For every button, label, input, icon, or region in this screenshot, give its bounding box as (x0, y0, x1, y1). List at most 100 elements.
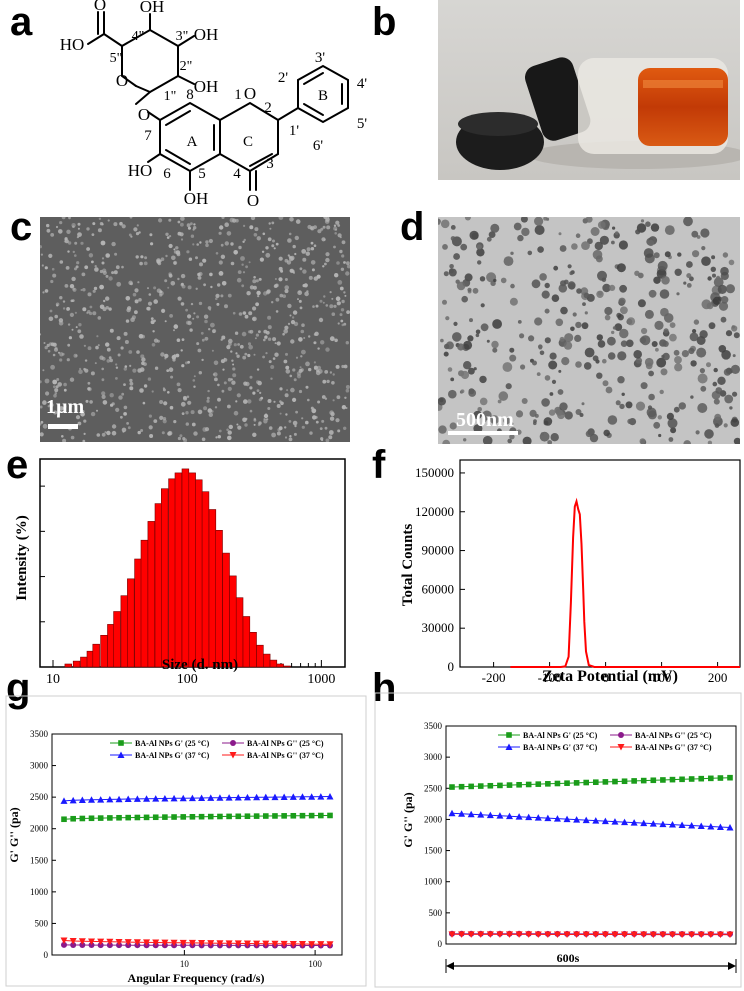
point (553, 931, 561, 938)
point (535, 781, 542, 787)
point (573, 780, 580, 786)
point (458, 931, 466, 938)
point (515, 813, 523, 820)
point (161, 939, 169, 947)
atom-label: 5' (357, 116, 368, 132)
point (97, 796, 105, 803)
point (601, 817, 609, 825)
point (152, 795, 160, 802)
point (198, 813, 205, 820)
atom-label: 3 (266, 156, 274, 172)
atom-label: HO (60, 35, 85, 54)
bar (120, 595, 129, 668)
point (107, 815, 113, 821)
atom-label: O (244, 84, 256, 103)
point (506, 732, 512, 738)
point (477, 931, 485, 938)
point (630, 931, 638, 939)
point (161, 794, 169, 802)
point (611, 818, 619, 825)
bar (100, 635, 108, 668)
legend-label: BA-Al NPs G' (25 °C) (135, 739, 210, 748)
arrow-head (728, 962, 736, 970)
panel-label-h: h (372, 666, 397, 710)
axis-label-y: G' G'' (pa) (7, 807, 21, 862)
point (61, 816, 67, 823)
panel-label-e: e (6, 443, 29, 487)
point (707, 823, 715, 830)
bar (113, 611, 121, 668)
atom-label: 1 (234, 87, 242, 103)
point (621, 818, 629, 826)
point (133, 795, 141, 802)
point (116, 814, 122, 821)
bar (269, 659, 278, 668)
point (544, 814, 552, 822)
atom-label: OH (184, 189, 209, 208)
point (525, 813, 533, 821)
legend-label: BA-Al NPs G'' (37 °C) (247, 751, 324, 760)
point (152, 939, 160, 946)
atom-label: 6 (163, 166, 171, 182)
atom-label: 2' (278, 70, 289, 86)
point (198, 794, 206, 801)
legend-label: BA-Al NPs G' (37 °C) (523, 743, 598, 752)
atom-label: OH (140, 0, 165, 16)
point (280, 793, 288, 800)
point (106, 938, 114, 946)
bar (147, 521, 155, 668)
atom-label: OH (194, 77, 219, 96)
point (487, 782, 494, 789)
point (640, 931, 648, 939)
point (630, 819, 638, 826)
point (448, 809, 456, 817)
plot-frame (445, 725, 737, 945)
point (611, 931, 619, 939)
y-tick-label: 3500 (30, 729, 49, 739)
y-tick-label: 1000 (30, 887, 49, 897)
panel-label-d: d (400, 205, 425, 249)
point (79, 942, 86, 949)
point (78, 796, 86, 804)
scalebar-d-label: 500nm (456, 409, 514, 431)
bar (242, 616, 251, 668)
point (505, 743, 513, 750)
bar (107, 624, 115, 668)
point (152, 814, 159, 821)
x-tick-label: 100 (177, 672, 198, 687)
point (280, 940, 288, 948)
point (688, 931, 696, 939)
atom-label: 4 (233, 166, 241, 182)
point (253, 813, 260, 819)
bar (195, 479, 203, 668)
point (290, 812, 297, 819)
point (563, 931, 571, 938)
point (497, 782, 503, 789)
series-line (63, 796, 331, 802)
point (554, 780, 561, 787)
point (640, 819, 648, 827)
ring-label: A (187, 134, 198, 150)
x-tick-label: 200 (708, 670, 728, 685)
point (716, 823, 724, 831)
plot-frame (459, 459, 741, 668)
point (179, 794, 187, 802)
point (506, 931, 514, 938)
point (708, 775, 714, 782)
y-tick-label: 500 (35, 918, 49, 928)
x-tick-label: 0 (602, 670, 609, 685)
legend-label: BA-Al NPs G'' (25 °C) (247, 739, 324, 748)
arrow-head (446, 962, 454, 970)
point (506, 782, 513, 788)
point (308, 941, 316, 948)
bar (92, 643, 100, 668)
point (78, 938, 86, 945)
point (170, 939, 178, 947)
point (234, 794, 242, 801)
point (230, 740, 236, 746)
point (448, 931, 456, 938)
point (60, 937, 68, 944)
point (650, 777, 657, 784)
point (97, 938, 105, 946)
atom-label: 2 (264, 100, 272, 116)
